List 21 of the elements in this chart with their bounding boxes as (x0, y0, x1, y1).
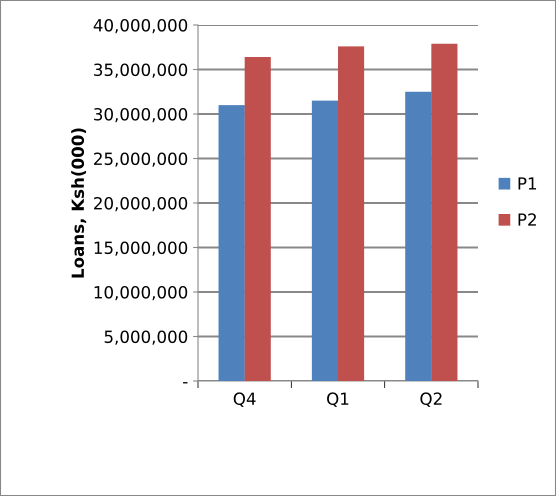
y-tick-label: 40,000,000 (94, 18, 188, 34)
bar (338, 46, 364, 381)
bar (431, 44, 458, 381)
x-tick-label: Q2 (420, 392, 442, 407)
legend-label: P1 (518, 177, 536, 190)
y-tick-label: - (183, 382, 188, 384)
bar (244, 57, 271, 381)
x-tick-label: Q1 (327, 392, 348, 407)
legend-label: P2 (518, 213, 536, 226)
bar (218, 105, 245, 381)
bar (405, 92, 432, 381)
y-tick-label: 35,000,000 (94, 63, 188, 78)
x-tick-label: Q4 (234, 392, 256, 407)
y-axis-title: Loans, Ksh(000) (71, 128, 86, 278)
bar (312, 100, 338, 381)
y-tick-label: 20,000,000 (94, 196, 188, 212)
y-tick-label: 15,000,000 (94, 241, 188, 256)
y-tick-label: 30,000,000 (94, 108, 188, 122)
y-tick-label: 10,000,000 (94, 286, 188, 300)
y-tick-label: 25,000,000 (94, 152, 188, 167)
y-tick-label: 5,000,000 (104, 330, 188, 345)
